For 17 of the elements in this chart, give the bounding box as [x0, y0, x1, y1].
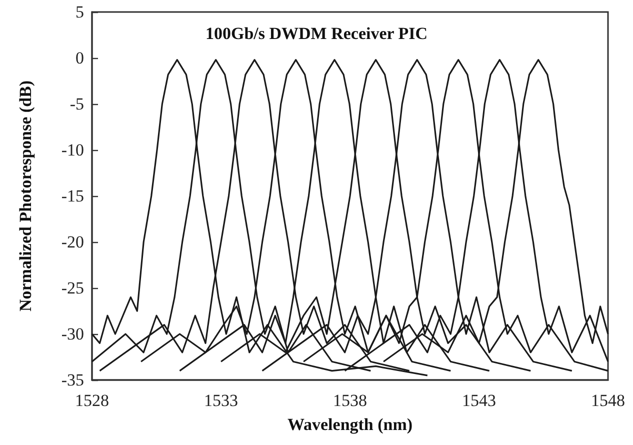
- x-tick-label: 1538: [333, 391, 367, 410]
- y-tick-label: -30: [61, 324, 84, 344]
- y-axis-title: Normalized Photoresponse (dB): [16, 80, 35, 312]
- text: 100Gb/s DWDM Receiver PIC: [205, 24, 428, 43]
- y-tick-label: 5: [76, 2, 84, 22]
- x-tick-label: 1543: [462, 391, 496, 410]
- y-tick-label: -20: [61, 232, 84, 252]
- x-tick-label: 1528: [75, 391, 109, 410]
- y-tick-label: 0: [76, 48, 84, 68]
- y-tick-label: -25: [61, 278, 84, 298]
- x-tick-label: 1533: [204, 391, 238, 410]
- x-axis-title: Wavelength (nm): [287, 415, 413, 434]
- y-tick-label: -15: [61, 186, 84, 206]
- y-tick-label: -5: [70, 94, 84, 114]
- y-tick-label: -35: [61, 370, 84, 390]
- x-tick-label: 1548: [591, 391, 625, 410]
- y-tick-label: -10: [61, 140, 84, 160]
